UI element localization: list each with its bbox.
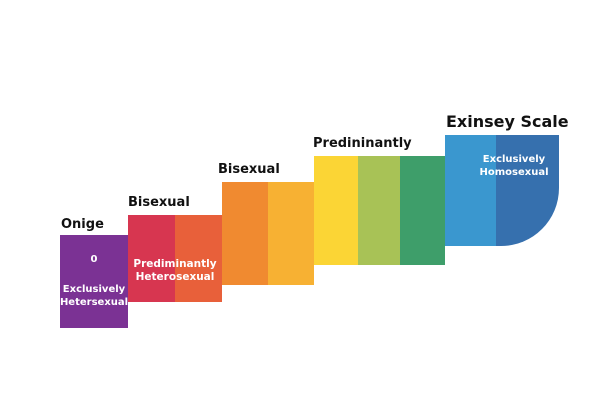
exclusively-homo-line1: Exclusively xyxy=(482,154,546,165)
predominantly-hetero-line2: Heterosexual xyxy=(135,271,215,283)
exclusively-hetero-line2: Hetersexual xyxy=(59,297,129,308)
scale-block-orange xyxy=(222,182,268,285)
scale-block-yellow xyxy=(314,156,358,265)
scale-block-lime xyxy=(358,156,400,265)
step-label-bisexual-2: Bisexual xyxy=(218,162,280,177)
scale-block-exclusively-homosexual: Exclusively Homosexual xyxy=(445,135,559,246)
scale-block-green xyxy=(400,156,445,265)
step-label-bisexual-1: Bisexual xyxy=(128,195,190,210)
scale-block-red-orange xyxy=(175,215,222,302)
step-label-predominantly: Predininantly xyxy=(313,136,412,151)
scale-block-crimson xyxy=(128,215,175,302)
exclusively-homo-line2: Homosexual xyxy=(479,167,549,178)
step-label-onige: Onige xyxy=(61,217,104,232)
diagram-title: Exinsey Scale xyxy=(446,112,569,131)
scale-value-zero: 0 xyxy=(90,254,98,265)
scale-block-exclusively-heterosexual: 0 Exclusively Hetersexual xyxy=(60,235,128,328)
predominantly-hetero-line1: Prediminantly xyxy=(133,258,217,270)
scale-block-amber xyxy=(268,182,314,285)
exclusively-hetero-line1: Exclusively xyxy=(62,284,126,295)
